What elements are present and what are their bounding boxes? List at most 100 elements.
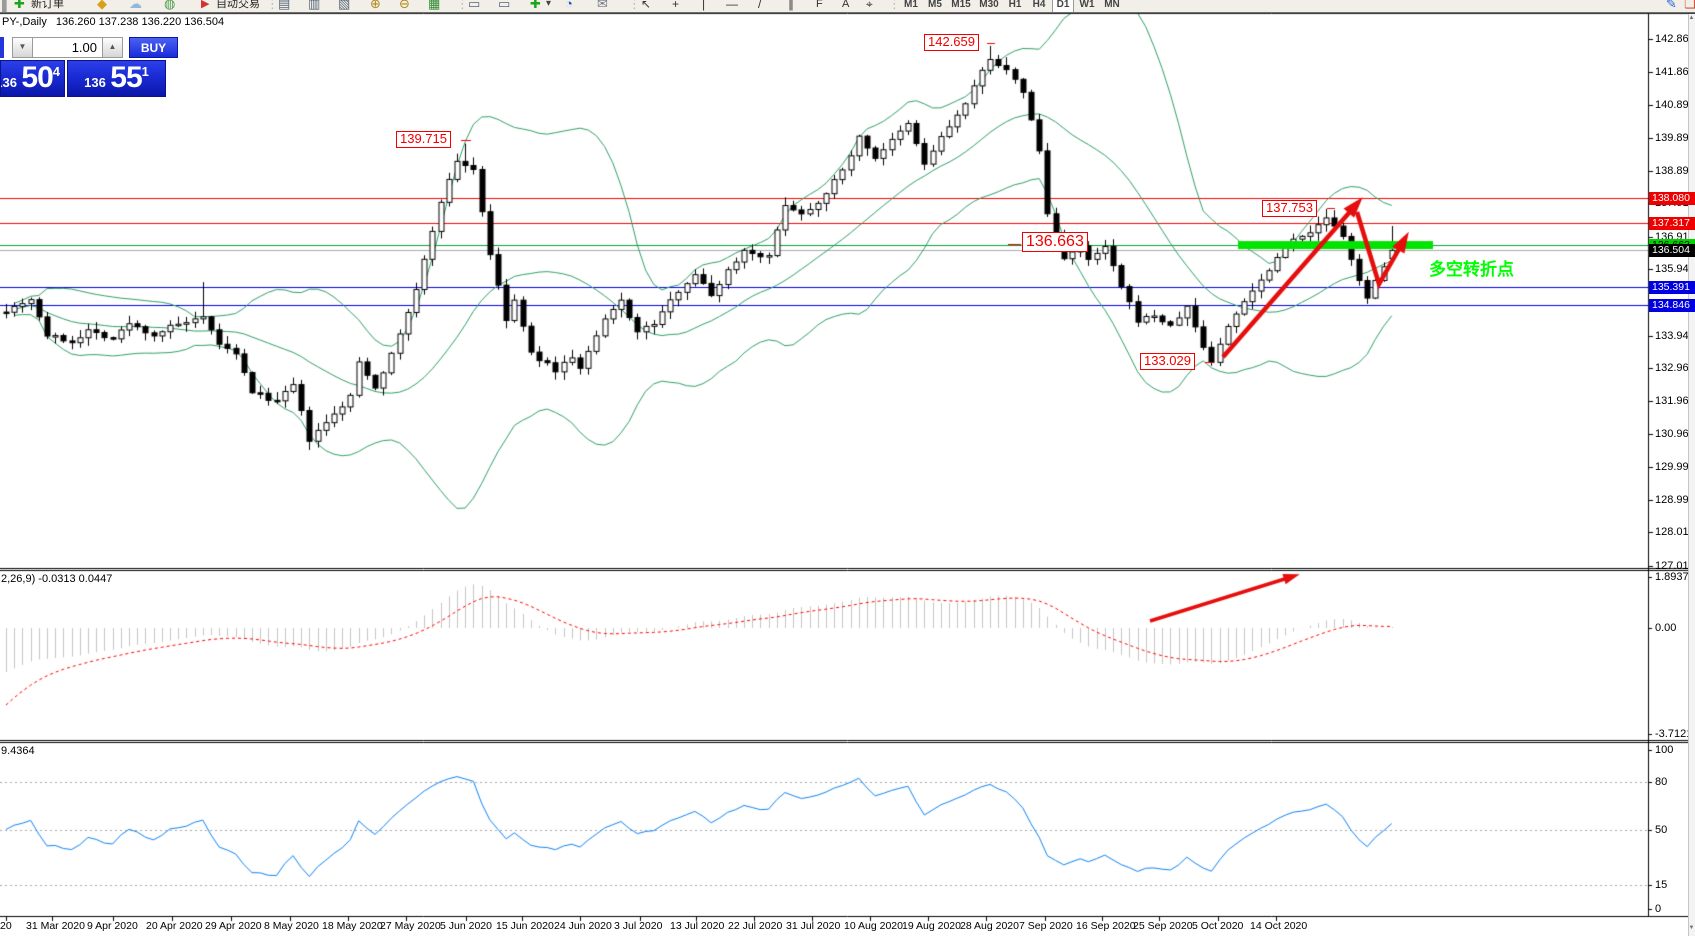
fibonacci-tool-icon[interactable]: F — [816, 0, 823, 10]
macd-axis-label: -3.7121 — [1655, 728, 1693, 740]
price-axis-label: 133.940 — [1655, 329, 1695, 342]
date-axis-label: 20 Apr 2020 — [146, 920, 203, 932]
date-axis-label: 10 Aug 2020 — [844, 920, 903, 932]
date-axis-label: 27 May 2020 — [380, 920, 441, 932]
add-indicator-icon[interactable]: ✚ — [530, 0, 541, 11]
chart-bars-icon[interactable]: ▤ — [278, 0, 291, 11]
autotrade-label: 自动交易 — [216, 0, 260, 10]
timeframe-button-M1[interactable]: M1 — [904, 0, 918, 10]
timeframe-button-W1[interactable]: W1 — [1079, 0, 1095, 10]
text-tool-icon[interactable]: A — [842, 0, 850, 10]
indicator-dropdown-icon[interactable]: ▾ — [546, 0, 552, 9]
symbol-period-label: PY-,Daily — [2, 16, 47, 28]
volume-up-button[interactable]: ▲ — [102, 37, 123, 58]
clock-icon[interactable]: ◔ — [565, 0, 573, 11]
scroll-down-icon[interactable]: ▼ — [1688, 925, 1695, 931]
timeframe-button-M5[interactable]: M5 — [928, 0, 942, 10]
chart-title: PY-,Daily 136.260 137.238 136.220 136.504 — [2, 16, 224, 28]
price-annotation[interactable]: 133.029 — [1140, 353, 1195, 370]
price-axis-label: 138.890 — [1655, 165, 1695, 178]
globe-icon[interactable]: ◍ — [164, 0, 176, 11]
date-axis-label: 16 Sep 2020 — [1076, 920, 1136, 932]
chat-icon[interactable]: ❏ — [1684, 0, 1695, 11]
date-axis-label: 29 Apr 2020 — [205, 920, 262, 932]
shapes-tool-icon[interactable]: ⌖ — [866, 0, 873, 11]
timeframe-button-H4[interactable]: H4 — [1032, 0, 1046, 10]
price-axis-label: 140.890 — [1655, 98, 1695, 111]
zoom-in-icon[interactable]: ⊕ — [370, 0, 381, 11]
price-annotation[interactable]: 142.659 — [924, 34, 979, 51]
mail-icon[interactable]: ✉ — [597, 0, 608, 11]
price-line-label[interactable]: 135.391 — [1649, 280, 1695, 294]
quill-icon[interactable]: ✎ — [1666, 0, 1677, 11]
gold-icon[interactable]: ◆ — [97, 0, 107, 11]
trend-note-text[interactable]: 多空转折点 — [1429, 260, 1514, 279]
hline-tool-icon[interactable]: — — [726, 0, 738, 11]
vertical-scrollbar[interactable] — [1688, 14, 1695, 936]
trendline-tool-icon[interactable]: / — [758, 0, 762, 11]
cursor-icon[interactable]: ↖ — [641, 0, 652, 11]
price-axis-label: 141.865 — [1655, 66, 1695, 79]
chart-line-icon[interactable]: ▧ — [338, 0, 351, 11]
price-line-label[interactable]: 138.080 — [1649, 191, 1695, 205]
volume-down-button[interactable]: ▼ — [12, 37, 33, 58]
autotrade-icon[interactable]: ▶ — [201, 0, 210, 10]
price-line-label[interactable]: 137.317 — [1649, 216, 1695, 230]
ask-price-tile[interactable]: 136 551 — [67, 60, 166, 97]
date-axis-label: 19 Aug 2020 — [902, 920, 961, 932]
scroll-up-icon[interactable]: ▲ — [1688, 15, 1695, 21]
date-axis-label: 24 Jun 2020 — [554, 920, 612, 932]
timeframe-button-H1[interactable]: H1 — [1008, 0, 1022, 10]
date-axis-label: 3 Jul 2020 — [614, 920, 663, 932]
cloud-icon[interactable]: ☁ — [129, 0, 142, 11]
zoom-out-icon[interactable]: ⊖ — [399, 0, 410, 11]
new-order-icon[interactable]: ✚ — [14, 0, 25, 11]
ohlc-values: 136.260 137.238 136.220 136.504 — [55, 16, 225, 28]
ask-price: 136 551 — [84, 61, 149, 94]
chart-shift-icon[interactable]: ▭ — [468, 0, 481, 11]
sell-button-edge[interactable] — [0, 37, 4, 58]
price-annotation[interactable]: 137.753 — [1262, 200, 1317, 217]
partial-toolbar-icon[interactable]: ▌ — [2, 0, 12, 11]
rsi-axis-label: 15 — [1655, 879, 1668, 891]
date-axis-label: 7 Sep 2020 — [1019, 920, 1073, 932]
price-line-label[interactable]: 134.846 — [1649, 298, 1695, 312]
date-axis-label: 31 Jul 2020 — [786, 920, 841, 932]
macd-indicator-label: 2,26,9) -0.0313 0.0447 — [1, 573, 113, 585]
tile-windows-icon[interactable]: ▦ — [428, 0, 441, 11]
price-axis-label: 135.940 — [1655, 263, 1695, 276]
price-axis-label: 131.965 — [1655, 395, 1695, 408]
timeframe-button-MN[interactable]: MN — [1104, 0, 1120, 10]
channel-tool-icon[interactable]: ∥ — [788, 0, 794, 11]
date-axis-label: 5 Jun 2020 — [440, 920, 492, 932]
vline-tool-icon[interactable]: | — [702, 0, 706, 11]
toolbar-separator: ⋮ — [456, 0, 469, 11]
date-axis-label: 14 Oct 2020 — [1250, 920, 1308, 932]
timeframe-button-M15[interactable]: M15 — [951, 0, 971, 10]
price-annotation[interactable]: 136.663 — [1022, 232, 1088, 253]
timeframe-button-M30[interactable]: M30 — [979, 0, 999, 10]
date-axis-label: 5 Oct 2020 — [1192, 920, 1244, 932]
new-order-label: 新订单 — [31, 0, 64, 10]
chart-candles-icon[interactable]: ▥ — [308, 0, 321, 11]
timeframe-button-D1[interactable]: D1 — [1052, 0, 1074, 12]
price-axis-label: 129.990 — [1655, 460, 1695, 473]
price-axis-label: 142.865 — [1655, 33, 1695, 45]
price-axis-label: 132.965 — [1655, 361, 1695, 374]
bid-price: 136 504 — [1, 61, 60, 94]
rsi-axis-label: 0 — [1655, 903, 1662, 915]
date-axis-label: 18 May 2020 — [322, 920, 383, 932]
rsi-indicator-label: 9.4364 — [1, 745, 35, 757]
date-axis-label: 20 — [0, 920, 12, 932]
buy-button[interactable]: BUY — [129, 37, 178, 58]
bid-price-tile[interactable]: 136 504 — [0, 60, 65, 97]
current-price-label: 136.504 — [1649, 243, 1695, 257]
date-axis-label: 9 Apr 2020 — [87, 920, 138, 932]
price-annotation[interactable]: 139.715 — [396, 131, 451, 148]
crosshair-icon[interactable]: + — [672, 0, 680, 11]
volume-input[interactable] — [33, 37, 102, 58]
date-axis-label: 15 Jun 2020 — [496, 920, 554, 932]
autoscroll-icon[interactable]: ▭ — [498, 0, 511, 11]
